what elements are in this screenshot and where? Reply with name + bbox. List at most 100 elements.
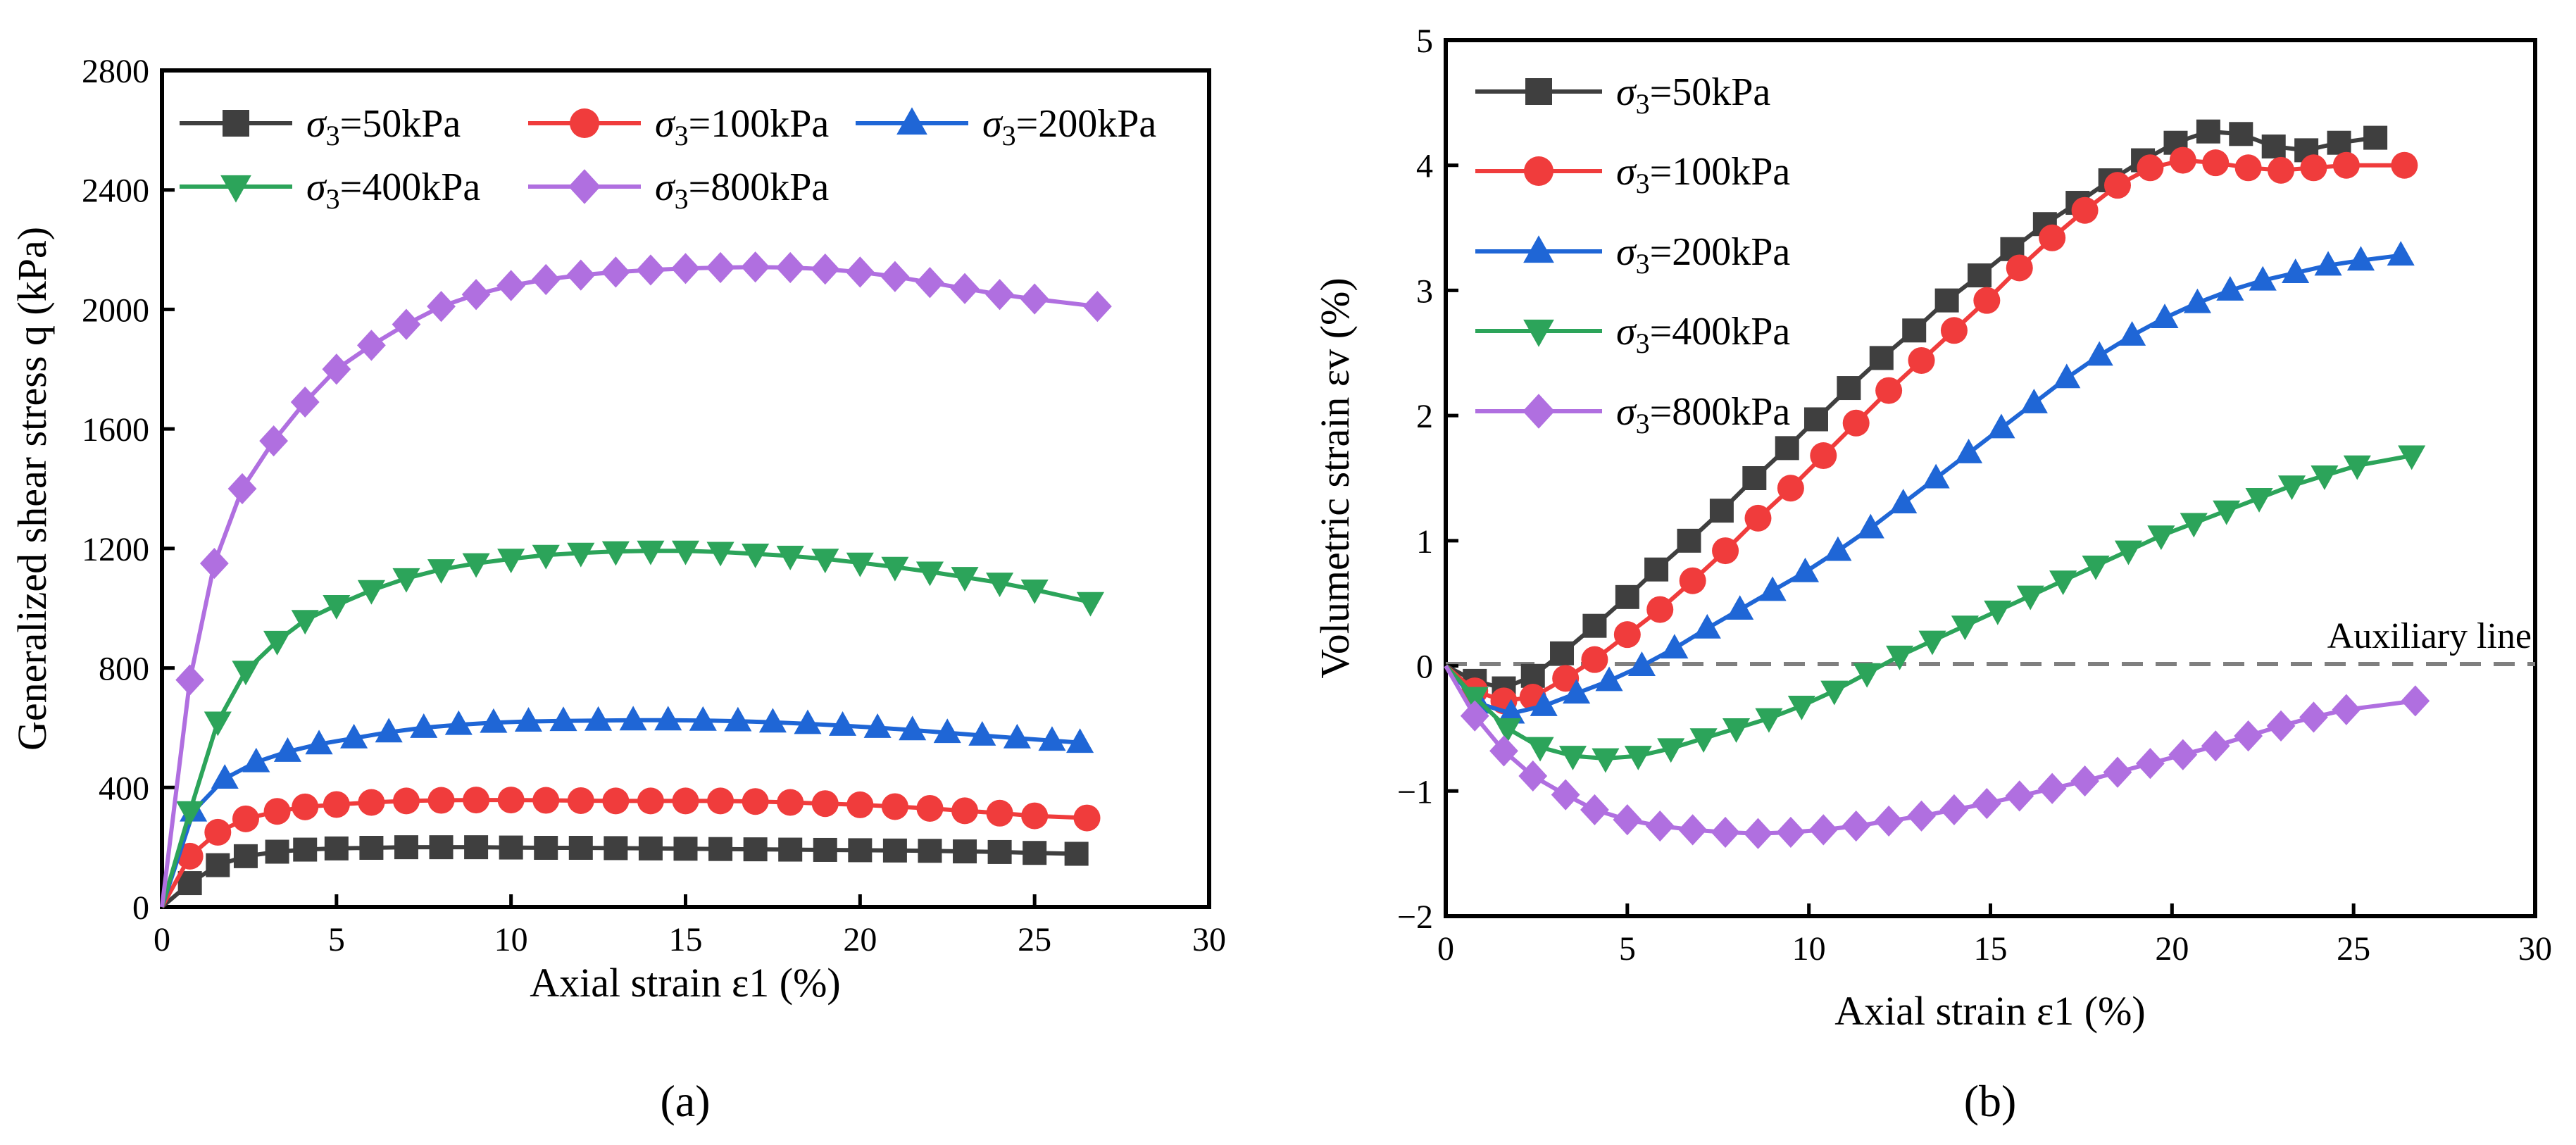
y-tick-label: 0 <box>132 889 149 927</box>
legend-a: σ3=50kPa σ3=100kPa σ3=200kPa σ3=400kPa σ3=80… <box>180 102 1156 215</box>
data-point <box>899 715 927 741</box>
data-point <box>1951 615 1979 641</box>
data-point <box>776 546 804 570</box>
data-point <box>777 789 804 816</box>
data-point <box>2401 685 2430 717</box>
data-point <box>292 793 319 820</box>
data-point <box>534 835 558 860</box>
data-point <box>1494 718 1522 743</box>
y-axis-label-b: Volumetric strain εv (%) <box>1312 277 1358 678</box>
data-point <box>2245 487 2273 513</box>
legend-label: σ3=800kPa <box>1616 390 1790 439</box>
data-point <box>2343 455 2371 480</box>
data-point <box>429 835 454 860</box>
legend-marker <box>1523 319 1554 347</box>
data-point <box>2398 445 2426 470</box>
data-point <box>619 706 647 731</box>
data-point <box>1776 816 1806 849</box>
data-point <box>741 251 770 283</box>
data-point <box>1595 666 1623 692</box>
data-point <box>514 707 542 732</box>
series-line <box>161 845 1077 909</box>
data-point <box>918 839 942 863</box>
data-point <box>848 838 873 863</box>
data-point <box>916 794 944 822</box>
data-point <box>637 787 664 815</box>
data-point <box>1558 746 1587 770</box>
data-point <box>1908 346 1935 374</box>
data-point <box>2085 341 2113 366</box>
data-point <box>1003 723 1031 749</box>
data-point <box>742 544 770 568</box>
data-point <box>1824 536 1852 561</box>
data-point <box>986 572 1014 598</box>
data-point <box>1677 528 1701 553</box>
data-point <box>2039 224 2066 251</box>
data-point <box>497 787 525 814</box>
data-point <box>601 541 630 566</box>
data-point <box>638 836 663 861</box>
y-tick-label: −1 <box>1397 773 1433 811</box>
legend-label: σ3=400kPa <box>1616 310 1790 359</box>
data-point <box>2016 585 2044 611</box>
data-point <box>1918 630 1946 656</box>
data-point <box>1592 748 1620 773</box>
data-point <box>2216 276 2244 301</box>
data-point <box>1563 679 1591 704</box>
data-point <box>549 706 577 732</box>
data-point <box>392 308 421 340</box>
data-point <box>813 837 837 862</box>
data-point <box>1689 728 1718 753</box>
data-point <box>259 425 289 457</box>
data-point <box>1461 687 1489 712</box>
data-point <box>758 708 787 733</box>
data-point <box>2202 149 2230 177</box>
data-point <box>672 787 699 815</box>
x-tick-label: 5 <box>1619 930 1636 968</box>
x-tick-label: 5 <box>328 921 345 958</box>
data-point <box>176 842 204 870</box>
data-point <box>2103 756 2132 788</box>
data-point <box>1518 760 1548 792</box>
x-tick-label: 10 <box>1792 930 1826 968</box>
data-point <box>602 787 630 815</box>
data-point <box>1874 805 1903 837</box>
data-point <box>1064 841 1089 866</box>
data-point <box>811 549 839 574</box>
data-point <box>1869 346 1894 370</box>
data-point <box>1922 463 1950 489</box>
data-point <box>1803 407 1828 432</box>
data-point <box>1613 621 1641 649</box>
data-point <box>950 273 980 304</box>
data-point <box>2346 246 2375 271</box>
data-point <box>2147 525 2175 551</box>
data-point <box>2049 570 2077 596</box>
data-point <box>2118 321 2146 346</box>
data-point <box>462 553 490 578</box>
data-point <box>2332 151 2360 179</box>
data-point <box>176 801 204 826</box>
x-tick-label: 15 <box>669 921 703 958</box>
series-group-b <box>1444 119 2430 849</box>
y-tick-label: 3 <box>1416 273 1433 310</box>
series-line <box>160 718 1080 908</box>
data-point <box>2037 772 2067 804</box>
data-point <box>933 718 961 744</box>
data-point <box>273 737 301 762</box>
x-tick-label: 0 <box>1437 930 1454 968</box>
data-point <box>2201 730 2230 762</box>
y-tick-label: 1200 <box>82 531 149 568</box>
data-point <box>1678 814 1708 846</box>
data-point <box>2070 765 2099 797</box>
data-point <box>1987 413 2015 439</box>
data-point <box>324 836 349 861</box>
series-line <box>160 549 1092 908</box>
data-point <box>1711 816 1740 849</box>
data-point <box>1808 814 1838 846</box>
data-point <box>2314 251 2342 276</box>
data-point <box>1810 442 1837 470</box>
x-axis-label-a: Axial strain ε1 (%) <box>530 960 841 1006</box>
data-point <box>532 544 560 570</box>
data-point <box>2183 288 2211 313</box>
